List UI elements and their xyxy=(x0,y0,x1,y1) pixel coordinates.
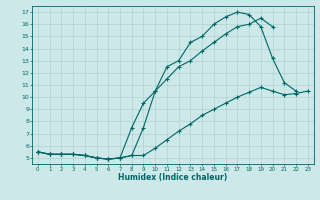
X-axis label: Humidex (Indice chaleur): Humidex (Indice chaleur) xyxy=(118,173,228,182)
